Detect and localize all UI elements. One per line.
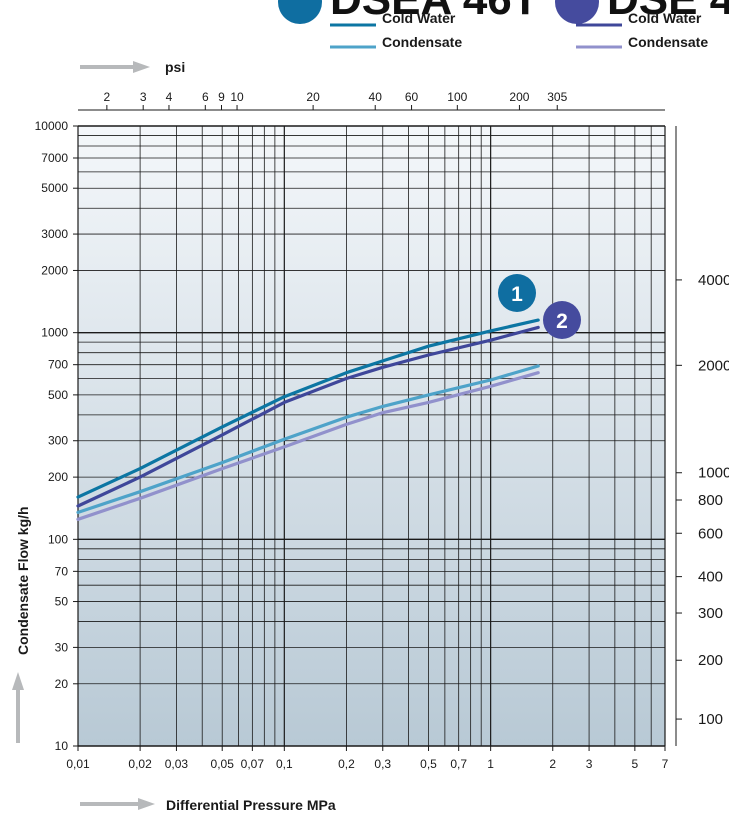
x-tick-label: 0,01 bbox=[66, 757, 90, 771]
plot-area bbox=[78, 126, 665, 746]
psi-axis-title: psi bbox=[165, 59, 185, 75]
psi-tick-label: 200 bbox=[509, 90, 529, 104]
curve-1-label: 1 bbox=[511, 283, 523, 306]
series-lines bbox=[76, 318, 540, 521]
x-tick-label: 0,02 bbox=[128, 757, 152, 771]
series-line-2 bbox=[76, 364, 540, 515]
legend-label-condensate-2: Condensate bbox=[628, 34, 708, 50]
right-tick-label: 400 bbox=[698, 569, 723, 586]
x-tick-label: 2 bbox=[549, 757, 556, 771]
x-axis: 0,01 0,02 0,03 0,05 0,07 0,1 0,2 0,3 0,5 0,7 1 2 3 5 7 bbox=[66, 746, 669, 771]
x-tick-label: 7 bbox=[662, 757, 669, 771]
y-tick-label: 1000 bbox=[41, 326, 68, 340]
x-tick-label: 0,1 bbox=[276, 757, 293, 771]
x-tick-label: 3 bbox=[586, 757, 593, 771]
y-tick-label: 7000 bbox=[41, 151, 68, 165]
psi-tick-label: 4 bbox=[166, 90, 173, 104]
y-axis: 10 20 30 50 70 100 200 300 500 700 1000 2000 3000 500… bbox=[35, 119, 78, 753]
y-tick-label: 100 bbox=[48, 532, 68, 546]
y-tick-label: 70 bbox=[55, 564, 69, 578]
model-2-badge bbox=[555, 0, 599, 24]
y-tick-label: 10000 bbox=[35, 119, 69, 133]
x-tick-label: 0,03 bbox=[165, 757, 189, 771]
right-axis: 4000 2000 1000 800 600 400 300 200 100 bbox=[675, 126, 729, 746]
curve-2-label: 2 bbox=[556, 310, 568, 333]
x-tick-label: 0,05 bbox=[211, 757, 235, 771]
psi-arrow-head bbox=[133, 61, 150, 73]
legend-label-condensate-1: Condensate bbox=[382, 34, 462, 50]
x-axis-title: Differential Pressure MPa bbox=[166, 797, 336, 813]
psi-tick-label: 305 bbox=[547, 90, 567, 104]
psi-tick-label: 40 bbox=[369, 90, 383, 104]
curve-2-marker bbox=[543, 301, 581, 339]
y-tick-label: 10 bbox=[55, 739, 69, 753]
y-tick-label: 50 bbox=[55, 595, 69, 609]
y-tick-label: 300 bbox=[48, 434, 68, 448]
series-line-3 bbox=[76, 325, 540, 508]
right-tick-label: 300 bbox=[698, 605, 723, 622]
y-tick-label: 3000 bbox=[41, 227, 68, 241]
y-tick-label: 20 bbox=[55, 677, 69, 691]
psi-tick-label: 20 bbox=[306, 90, 320, 104]
curve-1-marker bbox=[498, 274, 536, 312]
legend-label-cold-water-2: Cold Water bbox=[628, 10, 702, 26]
header: DSEA 46T DSE 46T bbox=[278, 0, 729, 24]
y-tick-label: 5000 bbox=[41, 181, 68, 195]
y-tick-label: 500 bbox=[48, 388, 68, 402]
psi-tick-label: 60 bbox=[405, 90, 419, 104]
psi-tick-label: 2 bbox=[104, 90, 111, 104]
y-tick-label: 30 bbox=[55, 640, 69, 654]
series-line-4 bbox=[76, 371, 540, 521]
psi-tick-label: 10 bbox=[230, 90, 244, 104]
x-tick-label: 1 bbox=[487, 757, 494, 771]
right-tick-label: 2000 bbox=[698, 357, 729, 374]
right-tick-label: 200 bbox=[698, 652, 723, 669]
y-tick-label: 200 bbox=[48, 470, 68, 484]
right-tick-label: 100 bbox=[698, 711, 723, 728]
psi-tick-label: 3 bbox=[140, 90, 147, 104]
right-tick-label: 4000 bbox=[698, 272, 729, 289]
x-arrow-head bbox=[138, 798, 155, 810]
y-axis-header: Condensate Flow kg/h bbox=[12, 506, 31, 743]
psi-tick-label: 6 bbox=[202, 90, 209, 104]
legend-label-cold-water-1: Cold Water bbox=[382, 10, 456, 26]
curve-markers: 1 2 bbox=[498, 274, 581, 339]
psi-tick-label: 9 bbox=[218, 90, 225, 104]
x-axis-header: Differential Pressure MPa bbox=[80, 797, 336, 813]
model-1-badge bbox=[278, 0, 322, 24]
legend: Cold Water Condensate Cold Water Condens… bbox=[330, 10, 708, 50]
x-tick-label: 5 bbox=[632, 757, 639, 771]
y-arrow-head bbox=[12, 672, 24, 690]
y-tick-label: 2000 bbox=[41, 263, 68, 277]
y-axis-title: Condensate Flow kg/h bbox=[15, 506, 31, 655]
x-tick-label: 0,5 bbox=[420, 757, 437, 771]
x-tick-label: 0,3 bbox=[374, 757, 391, 771]
right-tick-label: 600 bbox=[698, 525, 723, 542]
model-2-title: DSE 46T bbox=[607, 0, 729, 24]
right-tick-label: 1000 bbox=[698, 465, 729, 482]
x-tick-label: 0,07 bbox=[241, 757, 265, 771]
x-tick-label: 0,2 bbox=[338, 757, 355, 771]
y-tick-label: 700 bbox=[48, 358, 68, 372]
series-line-1 bbox=[76, 318, 540, 499]
right-tick-label: 800 bbox=[698, 492, 723, 509]
psi-axis-header: psi bbox=[80, 59, 185, 75]
model-1-title: DSEA 46T bbox=[330, 0, 539, 24]
psi-tick-label: 100 bbox=[447, 90, 467, 104]
x-tick-label: 0,7 bbox=[450, 757, 467, 771]
psi-axis: 2 3 4 6 9 10 20 40 60 100 200 305 bbox=[78, 90, 665, 111]
